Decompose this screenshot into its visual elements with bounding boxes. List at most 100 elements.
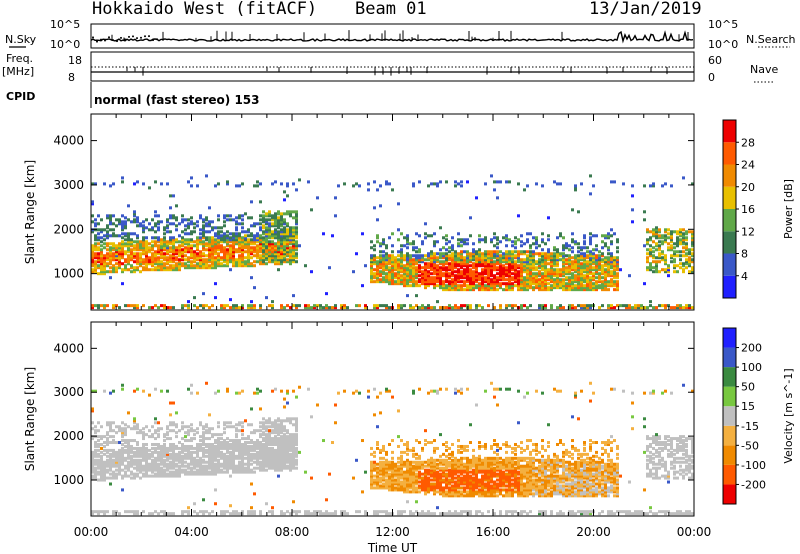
- heatmap-cell: [112, 252, 115, 256]
- heatmap-cell: [235, 238, 238, 242]
- heatmap-cell: [109, 256, 112, 260]
- heatmap-cell: [682, 264, 685, 268]
- heatmap-cell: [115, 266, 118, 270]
- heatmap-cell: [160, 450, 163, 454]
- heatmap-cell: [106, 258, 109, 262]
- heatmap-cell: [151, 254, 154, 258]
- heatmap-cell: [199, 462, 202, 466]
- heatmap-cell: [202, 242, 205, 246]
- heatmap-cell: [229, 232, 232, 236]
- heatmap-cell: [142, 220, 145, 224]
- heatmap-cell: [607, 258, 610, 262]
- heatmap-cell: [250, 452, 253, 456]
- heatmap-cell: [184, 254, 187, 258]
- heatmap-cell: [592, 278, 595, 282]
- heatmap-cell: [496, 258, 499, 262]
- heatmap-cell: [538, 282, 541, 286]
- heatmap-cell: [682, 246, 685, 250]
- heatmap-cell: [442, 272, 445, 276]
- heatmap-cell: [289, 306, 292, 310]
- heatmap-cell: [436, 182, 439, 186]
- heatmap-cell: [175, 474, 178, 478]
- heatmap-cell: [424, 306, 427, 310]
- heatmap-cell: [94, 264, 97, 268]
- heatmap-cell: [271, 423, 274, 427]
- heatmap-cell: [376, 262, 379, 266]
- heatmap-cell: [265, 462, 268, 466]
- heatmap-cell: [274, 220, 277, 224]
- heatmap-cell: [445, 254, 448, 258]
- heatmap-cell: [664, 254, 667, 258]
- heatmap-cell: [154, 260, 157, 264]
- heatmap-cell: [400, 232, 403, 236]
- heatmap-cell: [505, 262, 508, 266]
- heatmap-cell: [166, 256, 169, 260]
- heatmap-cell: [103, 466, 106, 470]
- heatmap-cell: [103, 228, 106, 232]
- heatmap-cell: [106, 441, 109, 445]
- heatmap-cell: [295, 246, 298, 250]
- heatmap-cell: [124, 266, 127, 270]
- heatmap-cell: [295, 512, 298, 516]
- heatmap-cell: [157, 427, 160, 431]
- heatmap-cell: [91, 450, 94, 454]
- heatmap-cell: [676, 306, 679, 310]
- heatmap-cell: [232, 448, 235, 452]
- heatmap-cell: [529, 264, 532, 268]
- heatmap-cell: [109, 421, 112, 425]
- heatmap-cell: [121, 226, 124, 230]
- heatmap-cell: [517, 280, 520, 284]
- heatmap-cell: [232, 246, 235, 250]
- heatmap-cell: [295, 419, 298, 423]
- heatmap-cell: [469, 254, 472, 258]
- heatmap-cell: [145, 240, 148, 244]
- heatmap-cell: [655, 242, 658, 246]
- colorbar-label: Power [dB]: [782, 179, 795, 239]
- heatmap-cell: [634, 306, 637, 310]
- heatmap-cell: [487, 286, 490, 290]
- heatmap-cell: [124, 260, 127, 264]
- heatmap-cell: [418, 278, 421, 282]
- heatmap-cell: [385, 262, 388, 266]
- heatmap-cell: [133, 214, 136, 218]
- heatmap-cell: [661, 252, 664, 256]
- heatmap-cell: [250, 232, 253, 236]
- heatmap-cell: [106, 468, 109, 472]
- heatmap-cell: [148, 242, 151, 246]
- heatmap-cell: [610, 284, 613, 288]
- heatmap-cell: [688, 304, 691, 308]
- heatmap-cell: [421, 272, 424, 276]
- heatmap-cell: [97, 258, 100, 262]
- heatmap-cell: [148, 186, 151, 190]
- heatmap-cell: [589, 192, 592, 196]
- heatmap-cell: [115, 454, 118, 458]
- heatmap-cell: [166, 242, 169, 246]
- heatmap-cell: [172, 442, 175, 446]
- heatmap-cell: [370, 258, 373, 262]
- heatmap-cell: [124, 224, 127, 228]
- heatmap-cell: [94, 270, 97, 274]
- heatmap-cell: [286, 460, 289, 464]
- heatmap-cell: [499, 264, 502, 268]
- heatmap-cell: [118, 266, 121, 270]
- heatmap-cell: [409, 280, 412, 284]
- heatmap-cell: [136, 236, 139, 240]
- heatmap-cell: [529, 304, 532, 308]
- heatmap-cell: [292, 216, 295, 220]
- heatmap-cell: [127, 218, 130, 222]
- heatmap-cell: [691, 240, 694, 244]
- heatmap-cell: [172, 258, 175, 262]
- heatmap-cell: [283, 246, 286, 250]
- heatmap-cell: [682, 234, 685, 238]
- heatmap-cell: [154, 437, 157, 441]
- heatmap-cell: [286, 212, 289, 216]
- heatmap-cell: [484, 272, 487, 276]
- heatmap-cell: [187, 224, 190, 228]
- heatmap-cell: [157, 450, 160, 454]
- heatmap-cell: [235, 429, 238, 433]
- heatmap-cell: [691, 254, 694, 258]
- heatmap-cell: [442, 268, 445, 272]
- heatmap-cell: [211, 470, 214, 474]
- heatmap-cell: [415, 276, 418, 280]
